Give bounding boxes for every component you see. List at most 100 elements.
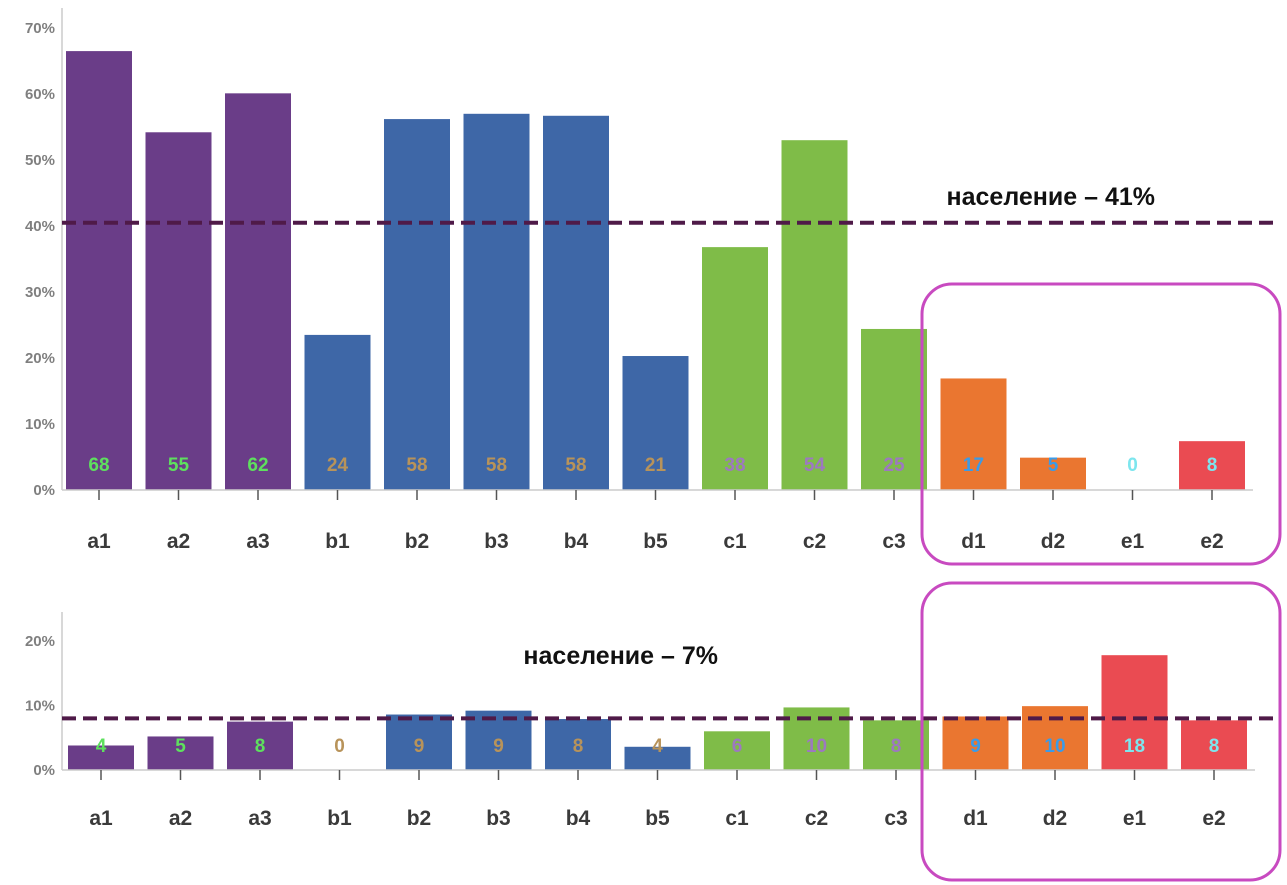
- bar-c2: [781, 140, 848, 490]
- highlight-box: [920, 581, 1282, 882]
- bar-c1: [702, 247, 768, 490]
- data-label: 55: [168, 455, 190, 476]
- x-tick-label: b2: [405, 530, 430, 553]
- x-tick-label: b3: [484, 530, 509, 553]
- data-label: 58: [565, 455, 586, 476]
- x-tick-label: e1: [1121, 530, 1145, 553]
- data-label: 9: [970, 736, 981, 757]
- x-tick-label: c2: [803, 530, 826, 553]
- x-tick-label: c1: [723, 530, 747, 553]
- bar-a3: [225, 93, 291, 490]
- x-tick-label: a2: [167, 530, 190, 553]
- x-tick-label: b2: [407, 807, 432, 830]
- bar-e2: [1179, 441, 1245, 490]
- data-label: 9: [414, 736, 425, 757]
- data-label: 5: [175, 736, 186, 757]
- bar-a1: [68, 745, 134, 770]
- bar-b2: [384, 119, 450, 490]
- data-label: 4: [652, 736, 663, 757]
- x-tick-label: a3: [246, 530, 269, 553]
- data-label: 38: [724, 455, 745, 476]
- bottom-bar-chart: 0% 10% 20% a1 a2 a3 b1 b2 b3 b4 b5 c1 c2 c3 d1 d2 e1 e2 4 5…: [25, 581, 1282, 882]
- data-label: 8: [891, 736, 902, 757]
- y-tick-label: 0%: [33, 482, 55, 499]
- data-label: 58: [486, 455, 507, 476]
- bar-d2: [1020, 457, 1086, 490]
- data-label: 10: [1044, 736, 1065, 757]
- bar-b4: [545, 719, 611, 770]
- top-bar-chart: 0% 10% 20% 30% 40% 50% 60% 70% a1 a2 a3 b1 b2 b3 b4 b5 c…: [25, 8, 1282, 566]
- y-tick-label: 70%: [25, 20, 55, 37]
- data-label: 58: [406, 455, 427, 476]
- bar-c3: [861, 328, 927, 490]
- data-label: 25: [883, 455, 905, 476]
- bar-a2: [145, 132, 212, 490]
- data-label: 17: [963, 455, 984, 476]
- data-label: 10: [806, 736, 827, 757]
- y-tick-label: 40%: [25, 218, 55, 235]
- bar-b5: [624, 746, 691, 770]
- bar-b1: [304, 334, 371, 490]
- data-label: 62: [247, 455, 268, 476]
- bar-a1: [66, 51, 132, 490]
- x-tick-label: c1: [725, 807, 749, 830]
- bar-b2: [386, 714, 452, 770]
- data-label: 0: [334, 736, 345, 757]
- data-label: 0: [1127, 455, 1138, 476]
- bar-a2: [147, 736, 214, 770]
- y-tick-label: 10%: [25, 698, 55, 715]
- data-label: 18: [1124, 736, 1145, 757]
- x-tick-label: d2: [1041, 530, 1066, 553]
- bar-a3: [227, 721, 293, 770]
- x-tick-label: b1: [325, 530, 350, 553]
- data-label: 54: [804, 455, 826, 476]
- x-tick-label: d1: [961, 530, 986, 553]
- y-tick-label: 20%: [25, 350, 55, 367]
- bar-b3: [465, 710, 532, 770]
- y-tick-label: 10%: [25, 416, 55, 433]
- x-tick-label: d1: [963, 807, 988, 830]
- bar-e2: [1181, 720, 1247, 770]
- y-tick-label: 30%: [25, 284, 55, 301]
- data-label: 8: [573, 736, 584, 757]
- reference-line-label: население – 7%: [523, 642, 718, 670]
- x-tick-label: c3: [882, 530, 905, 553]
- x-tick-label: a3: [248, 807, 271, 830]
- highlight-box: [920, 282, 1282, 566]
- x-tick-label: b5: [643, 530, 668, 553]
- bar-d1: [940, 378, 1007, 490]
- x-tick-label: b4: [564, 530, 589, 553]
- x-tick-label: a2: [169, 807, 192, 830]
- x-tick-label: b3: [486, 807, 511, 830]
- x-tick-label: b1: [327, 807, 352, 830]
- bar-c1: [704, 731, 770, 770]
- data-label: 8: [255, 736, 266, 757]
- data-label: 5: [1048, 455, 1059, 476]
- bar-c2: [783, 707, 850, 770]
- y-tick-label: 0%: [33, 762, 55, 779]
- bar-b3: [463, 113, 530, 491]
- y-tick-label: 60%: [25, 86, 55, 103]
- x-tick-label: c2: [805, 807, 828, 830]
- data-label: 8: [1207, 455, 1218, 476]
- x-tick-label: e1: [1123, 807, 1147, 830]
- y-tick-label: 20%: [25, 633, 55, 650]
- x-tick-label: e2: [1202, 807, 1225, 830]
- bar-c3: [863, 720, 929, 770]
- data-label: 24: [327, 455, 349, 476]
- data-label: 8: [1209, 736, 1220, 757]
- data-label: 6: [732, 736, 743, 757]
- bar-b5: [622, 356, 689, 490]
- data-label: 68: [88, 455, 109, 476]
- data-label: 9: [493, 736, 504, 757]
- bar-b4: [543, 115, 609, 490]
- x-tick-label: d2: [1043, 807, 1068, 830]
- y-tick-label: 50%: [25, 152, 55, 169]
- bar-d1: [942, 716, 1009, 770]
- x-tick-label: e2: [1200, 530, 1223, 553]
- x-tick-label: c3: [884, 807, 907, 830]
- x-tick-label: b5: [645, 807, 670, 830]
- x-tick-label: a1: [87, 530, 111, 553]
- x-tick-label: a1: [89, 807, 113, 830]
